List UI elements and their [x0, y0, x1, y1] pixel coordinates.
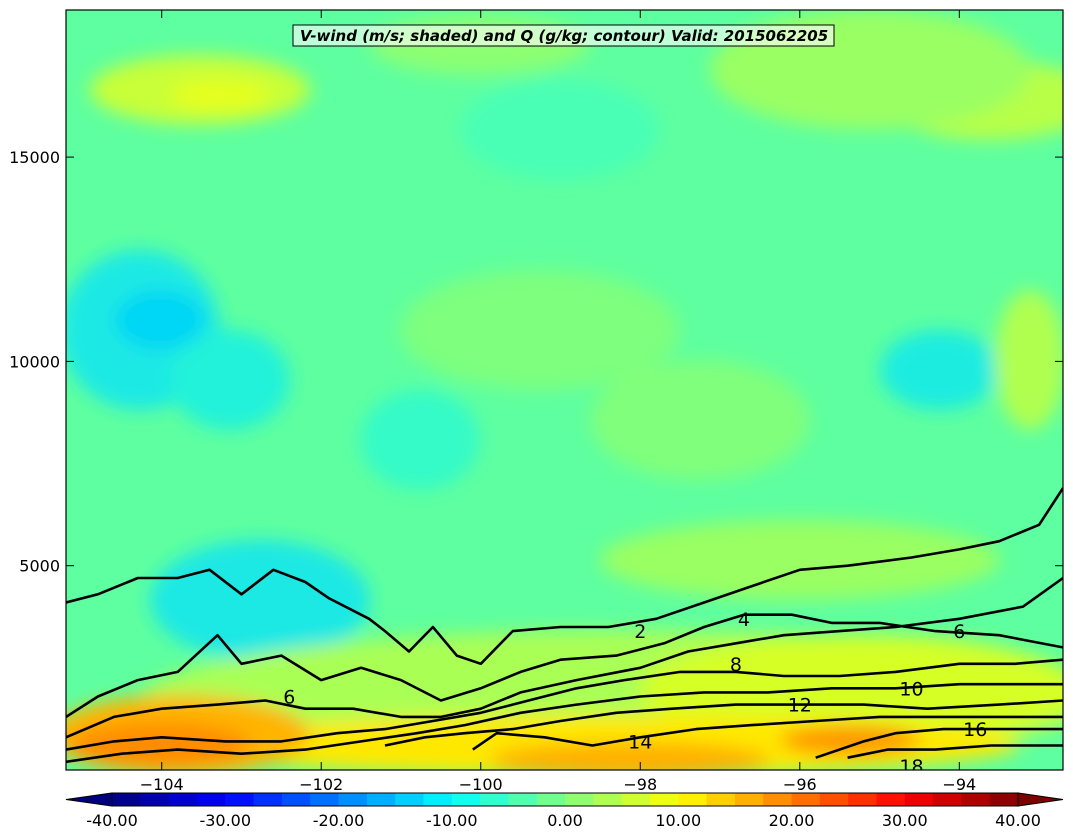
contour-label: 14 [628, 731, 652, 753]
contour-line-q10 [66, 682, 1063, 764]
shading-patch-12 [400, 270, 680, 390]
shading-patch-11 [995, 290, 1063, 430]
chart-title: V-wind (m/s; shaded) and Q (g/kg; contou… [300, 27, 828, 45]
contour-label: 10 [899, 678, 923, 700]
contour-label: 16 [963, 719, 987, 741]
colorbar-frame [111, 792, 1019, 807]
colorbar-segment [225, 793, 255, 806]
x-tick-label: −96 [783, 775, 817, 794]
colorbar-tick-label: -30.00 [199, 811, 251, 830]
shading-patch-14 [360, 390, 480, 490]
x-tick-label: −100 [459, 775, 503, 794]
contour-line-q12 [384, 699, 1063, 747]
colorbar-segment [621, 793, 651, 806]
shading-patch-13 [590, 360, 810, 480]
colorbar-segment [763, 793, 792, 806]
colorbar-tick-label: -20.00 [313, 811, 365, 830]
contour-label: 18 [899, 756, 923, 778]
colorbar-segment [536, 793, 566, 806]
chart-title-frame [292, 24, 835, 47]
shading-patch-22 [490, 742, 770, 770]
colorbar-segment [933, 793, 962, 806]
colorbar-segment [706, 793, 736, 806]
shading-patch-8 [115, 290, 205, 350]
v-wind-shading [66, 10, 1063, 770]
q-contours [66, 487, 1063, 764]
chart-title-box: V-wind (m/s; shaded) and Q (g/kg; contou… [292, 24, 835, 47]
colorbar-segment [281, 793, 311, 806]
colorbar-tick-label: 30.00 [882, 811, 928, 830]
shading-patch-15 [150, 540, 370, 660]
colorbar-tick-label: -10.00 [426, 811, 478, 830]
colorbar-segment [649, 793, 679, 806]
y-tick-label: 5000 [19, 557, 60, 576]
colorbar-segment [338, 793, 368, 806]
colorbar-segment [848, 793, 877, 806]
colorbar-segment [791, 793, 821, 806]
shading-patch-9 [170, 330, 290, 430]
y-tick-label: 15000 [9, 148, 60, 167]
contour-line-q14 [472, 715, 1063, 751]
colorbar-tick-label: 0.00 [547, 811, 583, 830]
y-tick-label: 10000 [9, 352, 60, 371]
colorbar-segment [961, 793, 991, 806]
shading-patch-23 [780, 725, 920, 755]
y-axis: 5000 10000 15000 [9, 148, 1063, 576]
colorbar-segment [819, 793, 849, 806]
shading-patch-6 [460, 80, 660, 180]
axes-frame [65, 9, 1064, 771]
x-tick-label: −104 [140, 775, 184, 794]
contour-line-q8 [66, 658, 1063, 751]
colorbar-ticks: -40.00 -30.00 -20.00 -10.00 0.00 10.00 20.00 30… [86, 811, 1041, 830]
contour-line-q18 [847, 744, 1063, 759]
colorbar-segment [508, 793, 538, 806]
colorbar-extend-low [65, 792, 113, 807]
colorbar-segment [196, 793, 226, 806]
shading-patch-16 [600, 520, 1000, 600]
colorbar-segment [989, 793, 1019, 806]
contour-line-q16 [815, 727, 1063, 759]
x-tick-label: −98 [623, 775, 657, 794]
contour-label: 8 [730, 654, 742, 676]
colorbar-segment [876, 793, 906, 806]
colorbar-segment [310, 793, 339, 806]
colorbar-segment [168, 793, 198, 806]
colorbar-tick-label: 40.00 [995, 811, 1041, 830]
colorbar-segment [366, 793, 396, 806]
contour-label: 6 [953, 621, 965, 643]
colorbar-segment [593, 793, 623, 806]
x-tick-label: −102 [299, 775, 343, 794]
contour-label: 4 [738, 609, 750, 631]
colorbar-segment [565, 793, 594, 806]
contour-label: 6 [283, 686, 295, 708]
contour-label: 2 [634, 621, 646, 643]
shading-patch-2 [170, 80, 270, 110]
q-contour-labels: 2 4 6 6 8 10 12 14 16 18 [283, 609, 987, 778]
colorbar-segment [253, 793, 283, 806]
colorbar-segment [678, 793, 708, 806]
plot-area: 2 4 6 6 8 10 12 14 16 18 [66, 10, 1063, 778]
colorbar-segment [451, 793, 481, 806]
colorbar-extend-high [1017, 792, 1064, 807]
colorbar-segment [140, 793, 170, 806]
colorbar-tick-label: 10.00 [655, 811, 701, 830]
colorbar-segment [480, 793, 509, 806]
colorbar-segment [734, 793, 764, 806]
shading-patch-10 [880, 330, 1000, 410]
colorbar-tick-label: -40.00 [86, 811, 138, 830]
colorbar-segment [112, 793, 141, 806]
contour-line-q6 [66, 576, 1063, 739]
contour-line-q4 [66, 613, 1063, 718]
contour-label: 12 [788, 695, 812, 717]
colorbar [65, 792, 1064, 807]
colorbar-segment [904, 793, 934, 806]
colorbar-segment [423, 793, 453, 806]
contour-line-q2 [66, 487, 1063, 666]
colorbar-tick-label: 20.00 [769, 811, 815, 830]
x-tick-label: −94 [942, 775, 976, 794]
x-axis: −104 −102 −100 −98 −96 −94 [140, 10, 976, 794]
colorbar-segment [395, 793, 424, 806]
